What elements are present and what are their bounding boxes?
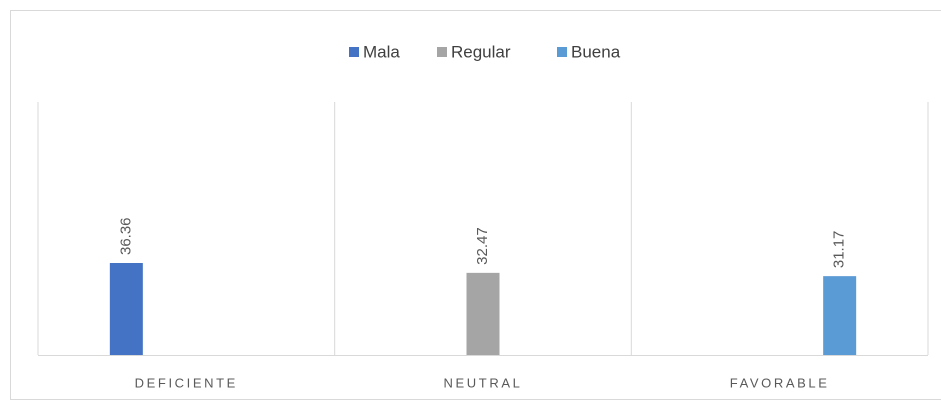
- bar: [823, 276, 857, 355]
- legend-swatch: [349, 47, 359, 57]
- legend-swatch: [557, 47, 567, 57]
- data-label: 36.36: [117, 217, 134, 255]
- bar: [109, 263, 143, 355]
- x-tick-label: FAVORABLE: [730, 375, 830, 390]
- x-tick-label: NEUTRAL: [444, 375, 523, 390]
- bar: [466, 272, 500, 355]
- data-label: 31.17: [831, 231, 848, 269]
- legend-label: Regular: [451, 42, 511, 61]
- legend-label: Mala: [363, 42, 400, 61]
- x-tick-label: DEFICIENTE: [135, 375, 238, 390]
- legend-swatch: [437, 47, 447, 57]
- legend-label: Buena: [571, 42, 621, 61]
- data-label: 32.47: [474, 227, 491, 265]
